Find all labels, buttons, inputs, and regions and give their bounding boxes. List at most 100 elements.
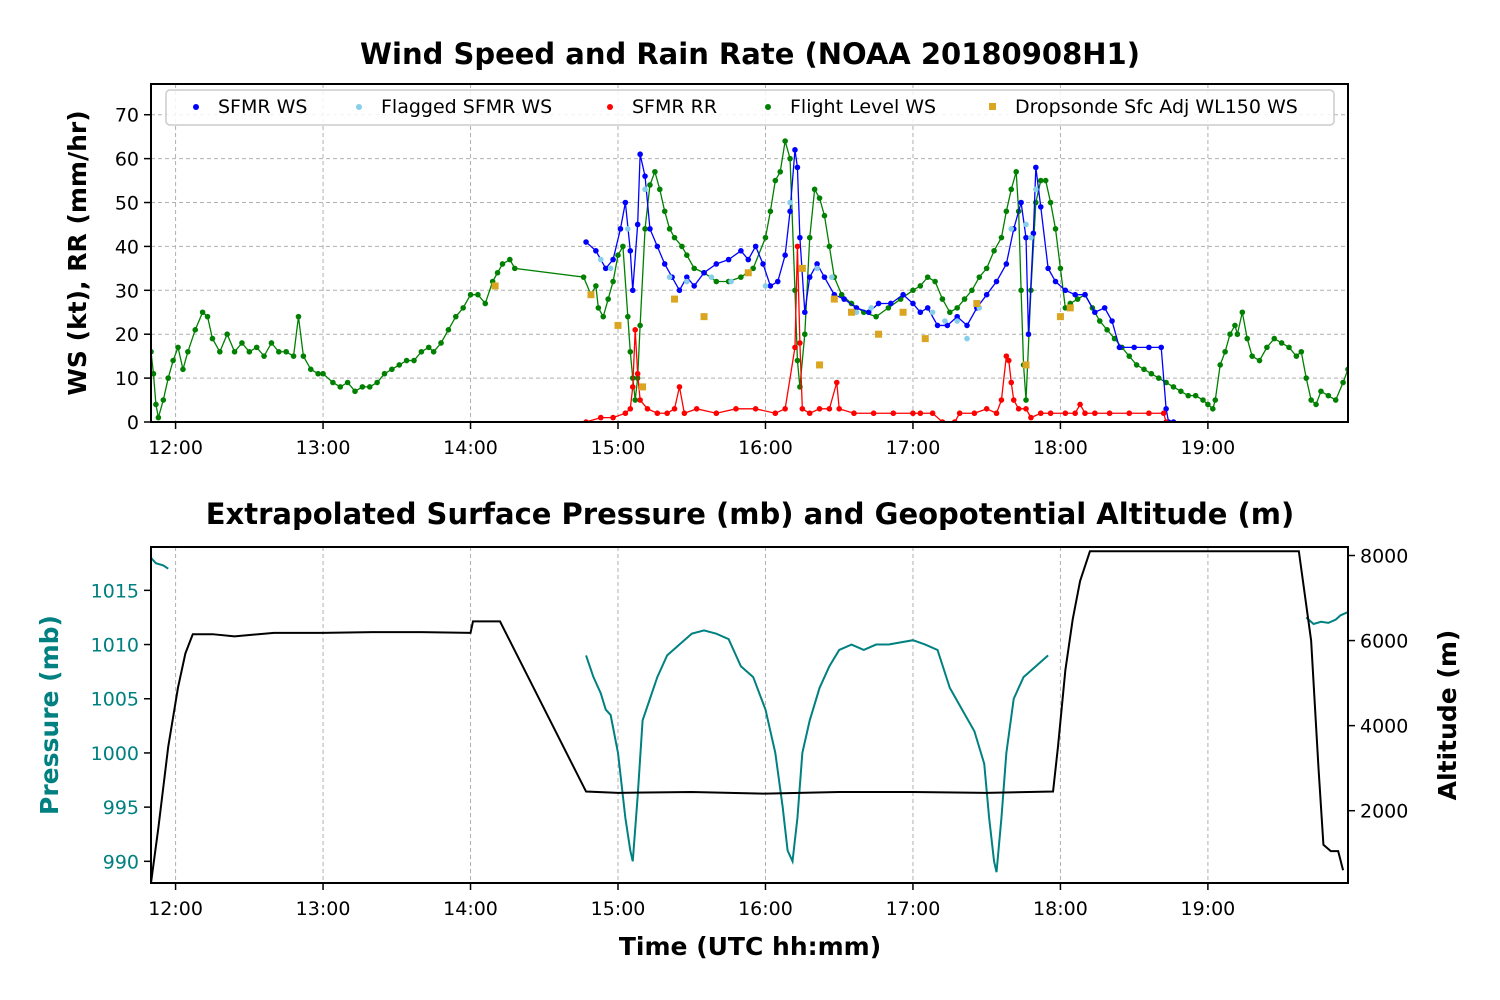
- data-point-flight-level-ws: [374, 379, 380, 386]
- data-point-flight-level-ws: [1148, 370, 1155, 377]
- data-point-flight-level-ws: [1249, 353, 1255, 359]
- data-point-sfmr-rr: [956, 410, 963, 417]
- data-point-sfmr-rr: [836, 406, 843, 412]
- data-point-sfmr-ws: [900, 291, 906, 298]
- data-point-flight-level-ws: [175, 344, 181, 351]
- data-point-sfmr-ws: [1072, 291, 1078, 298]
- data-point-flight-level-ws: [1155, 375, 1162, 381]
- data-point-flagged-sfmr-ws: [942, 318, 948, 324]
- data-point-sfmr-ws: [1018, 199, 1024, 206]
- bottom-chart-x-tick-label: 18:00: [1033, 898, 1088, 920]
- series-line-flight-level-ws: [151, 140, 1348, 418]
- data-point-sfmr-ws: [841, 296, 847, 302]
- data-point-sfmr-ws: [983, 291, 990, 298]
- data-point-dropsonde-sfc-adj-wl150-ws: [700, 313, 708, 321]
- data-point-sfmr-rr: [1072, 410, 1078, 417]
- data-point-sfmr-ws: [725, 256, 732, 263]
- data-point-flight-level-ws: [1018, 287, 1024, 294]
- data-point-sfmr-ws: [684, 274, 690, 280]
- data-point-flight-level-ws: [1042, 177, 1049, 184]
- data-point-flight-level-ws: [239, 340, 245, 346]
- data-point-dropsonde-sfc-adj-wl150-ws: [671, 295, 679, 303]
- data-point-flight-level-ws: [253, 344, 260, 351]
- bottom-chart-y2-tick-label: 4000: [1360, 716, 1408, 738]
- data-point-flight-level-ws: [352, 388, 358, 395]
- data-point-flight-level-ws: [1318, 388, 1324, 395]
- data-point-flight-level-ws: [330, 379, 336, 386]
- data-point-sfmr-ws: [924, 305, 931, 311]
- data-point-sfmr-rr: [792, 344, 798, 351]
- data-point-flight-level-ws: [180, 366, 186, 373]
- bottom-chart-y-ticks-pressure: 990 995 1000 1005 1010 1015: [91, 580, 151, 873]
- data-point-sfmr-ws: [1131, 344, 1137, 351]
- data-point-dropsonde-sfc-adj-wl150-ws: [614, 321, 622, 329]
- data-point-flight-level-ws: [637, 322, 643, 329]
- data-point-flagged-sfmr-ws: [929, 309, 936, 316]
- data-point-flight-level-ws: [418, 348, 425, 355]
- data-point-sfmr-rr: [1062, 410, 1069, 417]
- data-point-flight-level-ws: [666, 226, 673, 232]
- data-point-flight-level-ws: [600, 313, 607, 320]
- bottom-chart-x-tick-label: 13:00: [296, 898, 351, 920]
- data-point-sfmr-ws: [814, 261, 820, 267]
- data-point-sfmr-ws: [760, 261, 766, 267]
- data-point-sfmr-ws: [713, 261, 720, 267]
- data-point-flagged-sfmr-ws: [868, 305, 874, 311]
- data-point-flight-level-ws: [494, 269, 501, 276]
- legend-label-sfmr-rr: SFMR RR: [632, 96, 717, 118]
- data-point-flight-level-ws: [300, 353, 307, 359]
- bottom-chart-y2-tick-label: 6000: [1360, 631, 1408, 653]
- data-point-flight-level-ws: [170, 357, 176, 364]
- data-point-flight-level-ws: [224, 331, 230, 338]
- data-point-flight-level-ws: [615, 252, 621, 258]
- data-point-sfmr-rr: [597, 414, 604, 421]
- data-point-flight-level-ws: [772, 177, 779, 184]
- data-point-sfmr-ws: [821, 274, 828, 280]
- data-point-sfmr-rr: [1006, 357, 1012, 364]
- data-point-sfmr-rr: [782, 406, 788, 412]
- data-point-sfmr-rr: [664, 410, 670, 417]
- data-point-flagged-sfmr-ws: [829, 274, 835, 280]
- data-point-sfmr-rr: [671, 406, 678, 412]
- data-point-flight-level-ws: [268, 340, 275, 346]
- data-point-sfmr-ws: [1003, 261, 1010, 267]
- data-point-flight-level-ws: [1217, 362, 1223, 368]
- data-point-sfmr-ws: [617, 226, 624, 232]
- data-point-sfmr-ws: [806, 274, 813, 280]
- series-line-pressure: [1305, 611, 1348, 626]
- bottom-chart-y-axis-label: Pressure (mb): [35, 615, 64, 815]
- data-point-flight-level-ws: [1074, 296, 1081, 302]
- top-chart-y-tick-label: 50: [115, 193, 139, 215]
- data-point-flight-level-ws: [838, 291, 845, 298]
- data-point-sfmr-rr: [917, 410, 924, 417]
- data-point-flight-level-ws: [873, 313, 879, 320]
- top-chart-x-tick-label: 12:00: [148, 437, 203, 459]
- data-point-flight-level-ws: [430, 348, 437, 355]
- data-point-sfmr-ws: [993, 278, 1000, 285]
- data-point-sfmr-rr: [1037, 410, 1044, 417]
- data-point-sfmr-rr: [713, 410, 720, 417]
- data-point-flight-level-ws: [153, 401, 159, 408]
- data-point-sfmr-ws: [1146, 344, 1152, 351]
- data-point-flight-level-ws: [1293, 353, 1300, 359]
- data-point-sfmr-rr: [826, 406, 833, 412]
- data-point-flight-level-ws: [425, 344, 432, 351]
- data-point-sfmr-ws: [583, 239, 589, 245]
- data-point-flagged-sfmr-ws: [597, 256, 604, 263]
- data-point-flagged-sfmr-ws: [787, 199, 793, 206]
- data-point-flight-level-ws: [290, 353, 297, 359]
- data-point-sfmr-rr: [1126, 410, 1133, 417]
- data-point-flight-level-ws: [627, 348, 634, 355]
- data-point-sfmr-rr: [1028, 414, 1034, 421]
- data-point-flight-level-ws: [366, 384, 373, 390]
- data-point-flight-level-ws: [204, 313, 211, 320]
- data-point-flight-level-ws: [1052, 226, 1059, 232]
- data-point-flagged-sfmr-ws: [1033, 186, 1039, 193]
- data-point-sfmr-ws: [853, 305, 860, 311]
- data-point-flagged-sfmr-ws: [762, 283, 769, 289]
- data-point-sfmr-ws: [745, 256, 752, 263]
- legend-label-dropsonde: Dropsonde Sfc Adj WL150 WS: [1015, 96, 1298, 118]
- data-point-flight-level-ws: [777, 168, 784, 175]
- data-point-sfmr-ws: [1163, 406, 1169, 412]
